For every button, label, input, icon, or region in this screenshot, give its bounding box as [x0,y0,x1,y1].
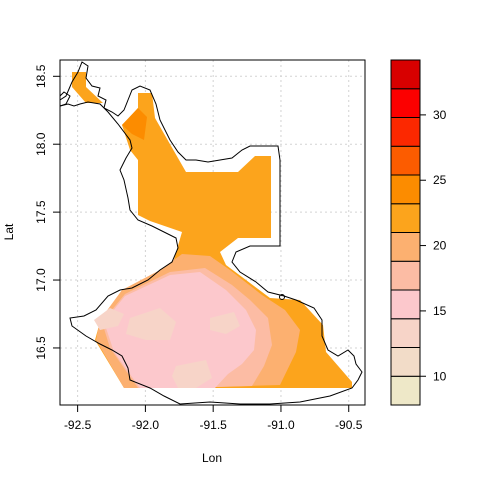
colorbar-swatch [390,174,421,205]
y-tick-label: 17.0 [34,268,48,292]
colorbar-frame [390,59,421,406]
x-tick-label: -91.0 [267,418,295,432]
colorbar-swatch [390,117,421,147]
y-tick-label: 18.0 [34,132,48,156]
colorbar-swatch [390,232,421,262]
colorbar-swatch [390,260,421,291]
colorbar-swatch [390,203,421,233]
colorbar-swatch [390,318,421,348]
value-field [72,72,352,388]
y-tick-label: 17.5 [34,200,48,224]
field-region-pale-pink [126,308,176,340]
colorbar-swatch [390,347,421,377]
colorbar-tick-label: 15 [433,304,447,318]
colorbar-tick-label: 25 [433,173,447,187]
field-region-pale-pink [210,312,240,334]
field-region-pale-pink [172,360,212,388]
x-axis-label: Lon [202,451,222,465]
x-tick-label: -92.0 [132,418,160,432]
colorbar-tick-label: 30 [433,108,447,122]
x-tick-label: -90.5 [335,418,363,432]
colorbar-tick-label: 20 [433,239,447,253]
colorbar-swatch [390,289,421,320]
colorbar: 10 15 20 25 30 [390,59,447,406]
y-axis: 16.5 17.0 17.5 18.0 18.5 [34,64,61,360]
y-tick-label: 16.5 [34,336,48,360]
colorbar-swatch [390,145,421,176]
field-region-pale-pink [94,308,124,330]
boundary-line [60,61,363,405]
x-axis: -92.5 -92.0 -91.5 -91.0 -90.5 [64,404,363,432]
colorbar-swatch [390,59,421,90]
region-boundary [60,61,363,405]
colorbar-tick-label: 10 [433,369,447,383]
boundary-island [279,294,285,300]
colorbar-swatch [390,375,421,406]
field-region-pink [104,272,256,388]
field-region-dark-orange [122,108,147,140]
x-tick-label: -92.5 [64,418,92,432]
boundary-inlet [60,91,71,107]
y-axis-label: Lat [2,223,16,240]
colorbar-swatch [390,88,421,118]
x-tick-label: -91.5 [199,418,227,432]
y-tick-label: 18.5 [34,64,48,88]
field-region-orange [72,72,103,103]
